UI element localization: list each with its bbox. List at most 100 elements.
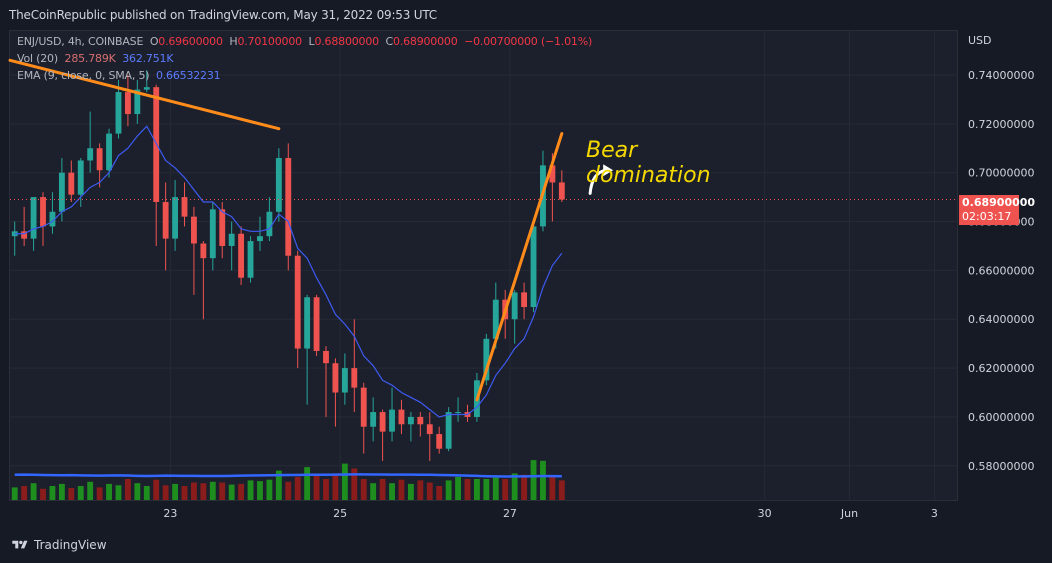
legend-vol-label[interactable]: Vol (20) — [17, 52, 58, 65]
x-tick-label: 25 — [333, 507, 347, 520]
price-axis[interactable]: 0.58000000 0.60000000 0.62000000 0.64000000… — [968, 69, 1034, 473]
candle-body — [96, 148, 103, 171]
volume-bar — [58, 483, 65, 500]
volume-bar — [200, 483, 207, 500]
candle-body — [30, 197, 37, 239]
candle-body — [172, 197, 178, 239]
candle-body — [219, 209, 226, 246]
volume-bar — [134, 483, 141, 500]
candle-body — [115, 92, 122, 134]
volume-bar — [530, 460, 537, 500]
candle-body — [436, 434, 443, 449]
candle-body — [77, 160, 84, 195]
current-price-tag: 0.68900000 02:03:17 — [959, 195, 1036, 225]
volume-bar — [417, 480, 424, 500]
legend-h-label: H — [229, 35, 238, 48]
volume-bar — [11, 487, 18, 500]
volume-bar — [540, 460, 546, 500]
candle-body — [238, 233, 245, 278]
candle-body — [304, 297, 311, 349]
legend-o-label: O — [149, 35, 159, 48]
candle-body — [285, 158, 292, 256]
volume-bar — [209, 481, 216, 500]
x-tick-label: 23 — [163, 507, 177, 520]
volume-bar — [341, 463, 348, 500]
volume-bar — [521, 474, 528, 500]
current-price-value: 0.68900000 — [962, 196, 1036, 209]
volume-bar — [219, 482, 226, 500]
ema-line — [14, 125, 563, 418]
annotation-line2: domination — [586, 163, 711, 188]
y-tick-label: 0.74000000 — [968, 69, 1034, 82]
candlesticks — [11, 70, 565, 461]
legend-ema-label[interactable]: EMA (9, close, 0, SMA, 5) — [17, 69, 150, 82]
tradingview-brand[interactable]: TradingView — [10, 538, 107, 552]
candle-body — [417, 416, 424, 425]
candle-body — [332, 363, 339, 393]
volume-bar — [21, 486, 28, 500]
chart-pane[interactable] — [9, 30, 958, 501]
legend-symbol[interactable]: ENJ/USD, 4h, COINBASE — [17, 35, 144, 48]
volume-bar — [40, 488, 46, 500]
volume-bars — [11, 460, 565, 500]
volume-bar — [549, 475, 556, 500]
currency-label: USD — [968, 34, 992, 47]
candle-body — [209, 209, 216, 259]
volume-bar — [426, 482, 433, 500]
volume-bar — [275, 470, 282, 500]
candle-body — [181, 197, 188, 217]
x-tick-label: 27 — [503, 507, 517, 520]
candle-body — [379, 412, 386, 432]
candle-body — [351, 368, 358, 388]
volume-bar — [332, 475, 339, 500]
candle-body — [370, 412, 377, 427]
trendline — [475, 132, 564, 402]
candle-body — [40, 197, 46, 227]
x-tick-label: 3 — [931, 507, 938, 520]
time-axis[interactable]: 23 25 27 30 Jun 3 — [163, 507, 938, 520]
candle-body — [407, 416, 414, 425]
volume-bar — [115, 485, 122, 500]
volume-bar — [172, 483, 178, 500]
legend-h-value: 0.70100000 — [237, 35, 302, 48]
brand-name: TradingView — [34, 538, 107, 552]
annotation-line1: Bear — [586, 138, 639, 163]
volume-bar — [96, 487, 103, 500]
candle-body — [247, 241, 254, 278]
candle-body — [162, 201, 169, 239]
volume-bar — [474, 479, 480, 500]
y-tick-label: 0.64000000 — [968, 313, 1034, 326]
candle-body — [143, 87, 150, 90]
volume-bar — [323, 479, 329, 500]
volume-bar — [247, 480, 254, 500]
candle-body — [398, 409, 405, 425]
candle-body — [124, 92, 131, 115]
x-tick-label: 30 — [758, 507, 772, 520]
x-tick-label: Jun — [840, 507, 858, 520]
legend-ema-value: 0.66532231 — [155, 69, 221, 82]
volume-bar — [238, 483, 245, 500]
candle-body — [521, 292, 528, 308]
volume-bar — [511, 473, 518, 500]
legend-l-value: 0.68800000 — [314, 35, 379, 48]
volume-bar — [49, 486, 56, 500]
ema-path — [14, 125, 563, 418]
candle-body — [455, 412, 461, 414]
legend-vol-value2: 362.751K — [122, 52, 174, 65]
volume-bar — [228, 484, 235, 500]
candle-body — [257, 236, 263, 242]
candle-body — [49, 211, 56, 227]
legend-volume: Vol (20) 285.789K 362.751K — [17, 52, 174, 65]
legend-ohlc: ENJ/USD, 4h, COINBASE O0.69600000 H0.701… — [17, 35, 592, 48]
footer — [0, 530, 1052, 563]
y-tick-label: 0.70000000 — [968, 167, 1034, 180]
legend-ema: EMA (9, close, 0, SMA, 5) 0.66532231 — [17, 69, 221, 82]
candle-body — [483, 338, 490, 381]
volume-bar — [285, 481, 292, 500]
volume-bar — [360, 479, 367, 500]
candle-body — [341, 368, 348, 393]
volume-bar — [351, 468, 358, 500]
candle-body — [492, 299, 499, 339]
volume-bar — [389, 483, 395, 500]
